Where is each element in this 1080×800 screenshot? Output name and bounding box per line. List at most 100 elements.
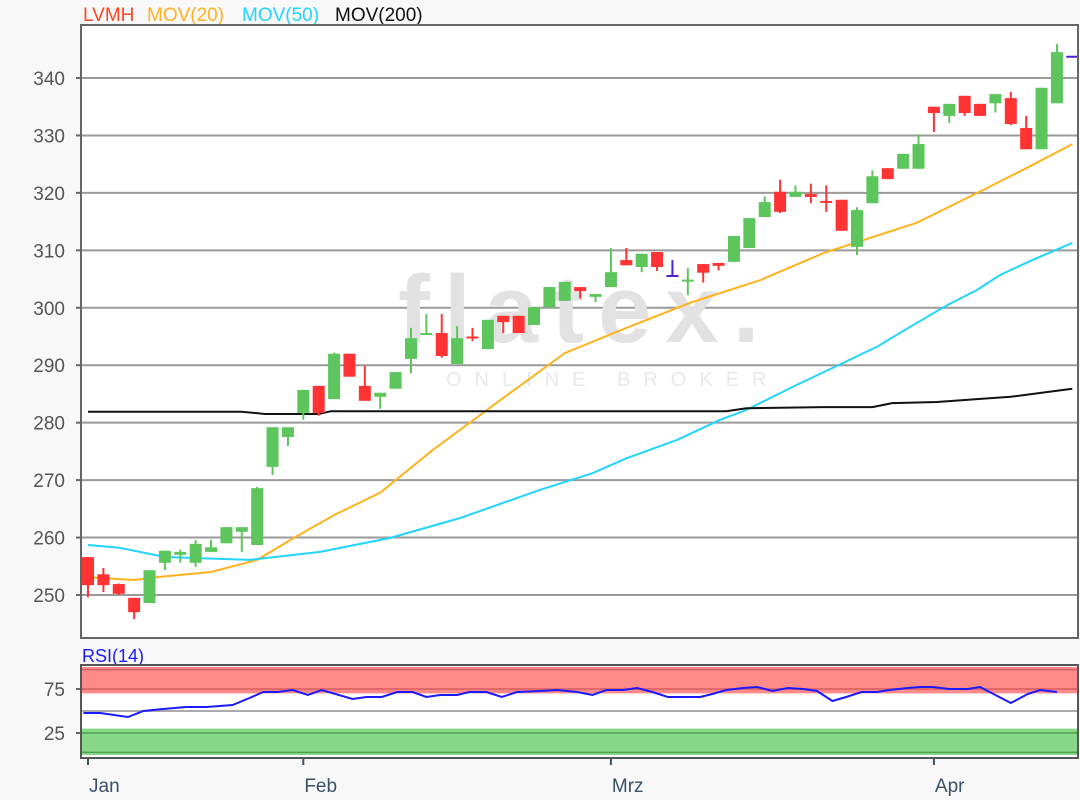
candle (374, 392, 387, 409)
candle-body (205, 547, 218, 552)
candle-body (743, 218, 756, 249)
candle-body (851, 210, 863, 247)
candle (974, 103, 987, 116)
watermark-logo: flatex. ONLINE BROKER (398, 256, 766, 391)
candle-body (666, 275, 679, 278)
candle (681, 268, 694, 296)
rsi-plot-border (80, 664, 1079, 759)
ma-line-mov20 (87, 143, 1073, 582)
y-tick-label: 270 (33, 471, 65, 492)
candle (666, 260, 679, 278)
candle (420, 314, 433, 336)
candle-body (697, 264, 710, 273)
candle-body (404, 338, 417, 359)
candles (82, 44, 1079, 620)
candle (712, 262, 725, 271)
candle-body (835, 199, 848, 231)
y-tick-label: 260 (33, 529, 65, 550)
candle-body (574, 287, 587, 292)
candle-body (528, 307, 541, 325)
candle-body (497, 315, 510, 323)
candle (635, 253, 648, 273)
candle-body (297, 389, 310, 413)
candle (435, 314, 448, 358)
candle (297, 389, 310, 420)
rsi-tick-label: 25 (44, 724, 65, 745)
candle (128, 597, 141, 620)
y-tick-label: 310 (33, 241, 65, 262)
candle-body (804, 194, 817, 197)
ma-line-mov200 (88, 387, 1073, 415)
candle-body (374, 392, 387, 397)
candle-body (112, 584, 125, 594)
candle (620, 248, 633, 266)
candle-body (635, 253, 648, 267)
candle-body (343, 353, 356, 377)
candle (189, 539, 202, 567)
candle (835, 199, 848, 231)
candle-body (328, 353, 341, 400)
candle (205, 539, 218, 552)
candle (220, 527, 233, 544)
candle (497, 315, 510, 334)
candle (820, 185, 833, 212)
y-tick-label: 330 (33, 126, 65, 147)
candle-body (97, 574, 110, 586)
candle (927, 106, 940, 132)
candle (389, 372, 402, 389)
candle (543, 287, 556, 308)
candle-body (943, 103, 956, 116)
candle-body (604, 272, 617, 288)
candle (251, 486, 264, 545)
candle-body (727, 235, 740, 262)
candle (958, 95, 971, 116)
moving-averages (87, 143, 1073, 582)
rsi-panel: 75 25 (44, 667, 1078, 755)
x-tick-label: Jan (89, 776, 120, 797)
candle (281, 427, 294, 447)
legend-mov50: MOV(50) (242, 5, 319, 26)
candle-body (1035, 87, 1048, 150)
candle-body (220, 527, 233, 544)
candle-body (389, 372, 402, 389)
y-tick-label: 320 (33, 184, 65, 205)
candle-body (774, 191, 787, 212)
candle (112, 583, 125, 595)
candle-body (512, 315, 525, 334)
chart-legend: LVMH MOV(20) MOV(50) MOV(200) (83, 5, 423, 26)
candle (866, 170, 879, 204)
candle (574, 287, 587, 299)
price-plot-border (80, 24, 1079, 639)
candle (1004, 91, 1017, 126)
candle-body (251, 488, 264, 545)
candle-body (358, 385, 371, 401)
candle-body (174, 551, 187, 555)
candle (804, 183, 817, 204)
candle-body (897, 153, 910, 169)
x-tick-label: Apr (935, 776, 965, 797)
candle-body (543, 287, 556, 308)
candle-body (958, 95, 971, 114)
candle (1020, 115, 1033, 150)
rsi-tick-label: 75 (44, 680, 65, 701)
candle (1035, 87, 1048, 150)
candle-body (681, 279, 694, 282)
candle-body (481, 319, 494, 350)
candle-body (420, 333, 433, 336)
candle (466, 327, 479, 342)
candle (989, 94, 1002, 113)
y-tick-label: 300 (33, 299, 65, 320)
candle (743, 218, 756, 249)
candle-body (789, 191, 802, 197)
candle-body (620, 260, 633, 266)
candle-body (281, 427, 294, 437)
y-tick-label: 280 (33, 414, 65, 435)
legend-lvmh: LVMH (83, 5, 134, 26)
candle-body (143, 570, 156, 604)
x-tick-label: Mrz (612, 776, 644, 797)
candle (451, 326, 464, 365)
candle (512, 315, 525, 334)
candle-body (312, 385, 325, 413)
candle (943, 103, 956, 123)
